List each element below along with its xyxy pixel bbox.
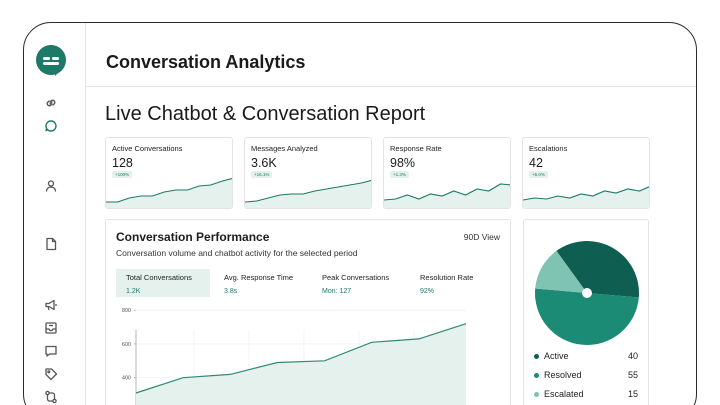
legend-label: Escalated bbox=[544, 389, 584, 399]
kpi-sparkline bbox=[106, 177, 232, 208]
legend-item-resolved: Resolved 55 bbox=[534, 370, 640, 382]
legend-dot bbox=[534, 373, 539, 378]
kpi-card-messages-analyzed[interactable]: Messages Analyzed 3.6K +16.1% bbox=[244, 137, 372, 209]
legend-label: Active bbox=[544, 351, 569, 361]
workflow-icon[interactable] bbox=[43, 389, 59, 405]
top-bar: Conversation Analytics bbox=[86, 23, 696, 87]
performance-title: Conversation Performance bbox=[116, 230, 270, 244]
kpi-sparkline bbox=[245, 179, 371, 208]
kpi-value: 128 bbox=[112, 156, 133, 170]
kpi-card-escalations[interactable]: Escalations 42 +5.0% bbox=[522, 137, 650, 209]
legend-dot bbox=[534, 392, 539, 397]
kpi-badge: +5.0% bbox=[529, 171, 548, 178]
tab-value: 92% bbox=[420, 288, 435, 295]
legend-label: Resolved bbox=[544, 370, 582, 380]
tab-peak-conversations[interactable]: Peak Conversations Mon: 127 bbox=[312, 269, 406, 297]
sparkline-area bbox=[384, 184, 510, 208]
chart-area bbox=[136, 323, 466, 405]
legend-item-active: Active 40 bbox=[534, 351, 640, 363]
kpi-label: Response Rate bbox=[390, 144, 442, 153]
tag-icon[interactable] bbox=[43, 366, 59, 382]
sparkline-line bbox=[245, 179, 371, 203]
kpi-sparkline bbox=[384, 183, 510, 208]
tab-total-conversations[interactable]: Total Conversations 1.2K bbox=[116, 269, 210, 297]
sparkline-line bbox=[523, 186, 649, 201]
conversation-volume-chart[interactable]: 200400600800 bbox=[106, 300, 511, 405]
sparkline-area bbox=[523, 186, 649, 208]
performance-panel: Conversation Performance Conversation vo… bbox=[105, 219, 511, 405]
legend-value: 15 bbox=[627, 389, 638, 399]
tab-label: Avg. Response Time bbox=[224, 273, 294, 282]
chart-line bbox=[135, 323, 467, 394]
kpi-value: 3.6K bbox=[251, 156, 277, 170]
logo-icon[interactable] bbox=[36, 45, 66, 76]
link-icon[interactable] bbox=[43, 95, 59, 111]
kpi-label: Messages Analyzed bbox=[251, 144, 318, 153]
kpi-badge: +16.1% bbox=[251, 171, 273, 178]
tab-value: Mon: 127 bbox=[322, 288, 352, 295]
pie-slice-resolved bbox=[534, 288, 639, 346]
app-window: Conversation Analytics Live Chatbot & Co… bbox=[23, 22, 697, 405]
sidebar bbox=[24, 23, 86, 405]
y-tick-label: 600 bbox=[122, 342, 131, 348]
kpi-sparkline bbox=[523, 186, 649, 208]
legend-value: 55 bbox=[627, 370, 638, 380]
kpi-label: Escalations bbox=[529, 144, 568, 153]
tab-value: 1.2K bbox=[126, 288, 141, 295]
pie-slice-escalated bbox=[535, 250, 587, 293]
kpi-badge: +1.3% bbox=[390, 171, 409, 178]
kpi-card-response-rate[interactable]: Response Rate 98% +1.3% bbox=[383, 137, 511, 209]
legend-value: 40 bbox=[627, 351, 638, 361]
legend-dot bbox=[534, 354, 539, 359]
tab-label: Resolution Rate bbox=[420, 273, 474, 282]
tab-avg-response-time[interactable]: Avg. Response Time 3.8s bbox=[214, 269, 308, 297]
sparkline-area bbox=[245, 180, 371, 208]
sparkline-area bbox=[106, 178, 232, 208]
inbox-icon[interactable] bbox=[43, 320, 59, 336]
y-tick-label: 800 bbox=[122, 308, 131, 314]
kpi-value: 98% bbox=[390, 156, 416, 170]
message-square-icon[interactable] bbox=[43, 343, 59, 359]
megaphone-icon[interactable] bbox=[43, 297, 59, 313]
legend-item-escalated: Escalated 15 bbox=[534, 389, 640, 401]
kpi-label: Active Conversations bbox=[112, 144, 183, 153]
tab-label: Total Conversations bbox=[126, 273, 192, 282]
sparkline-line bbox=[106, 177, 232, 203]
kpi-value: 42 bbox=[529, 156, 543, 170]
status-pie-chart[interactable] bbox=[534, 240, 640, 346]
kpi-badge: +100% bbox=[112, 171, 133, 178]
view-range-selector[interactable]: 90D View bbox=[463, 232, 500, 242]
tab-resolution-rate[interactable]: Resolution Rate 92% bbox=[410, 269, 504, 297]
sparkline-line bbox=[384, 183, 510, 201]
chat-bubble-icon[interactable] bbox=[43, 118, 59, 134]
tab-label: Peak Conversations bbox=[322, 273, 390, 282]
app-title: Conversation Analytics bbox=[106, 52, 306, 72]
status-breakdown-card: Active 40 Resolved 55 Escalated 15 bbox=[523, 219, 649, 405]
user-icon[interactable] bbox=[43, 178, 59, 194]
pie-slice-active bbox=[556, 241, 640, 298]
pie-center bbox=[582, 288, 592, 298]
performance-subtitle: Conversation volume and chatbot activity… bbox=[116, 248, 358, 258]
y-tick-label: 400 bbox=[122, 376, 131, 382]
document-icon[interactable] bbox=[43, 236, 59, 252]
tab-value: 3.8s bbox=[224, 288, 238, 295]
report-title: Live Chatbot & Conversation Report bbox=[105, 103, 426, 125]
kpi-card-active-conversations[interactable]: Active Conversations 128 +100% bbox=[105, 137, 233, 209]
